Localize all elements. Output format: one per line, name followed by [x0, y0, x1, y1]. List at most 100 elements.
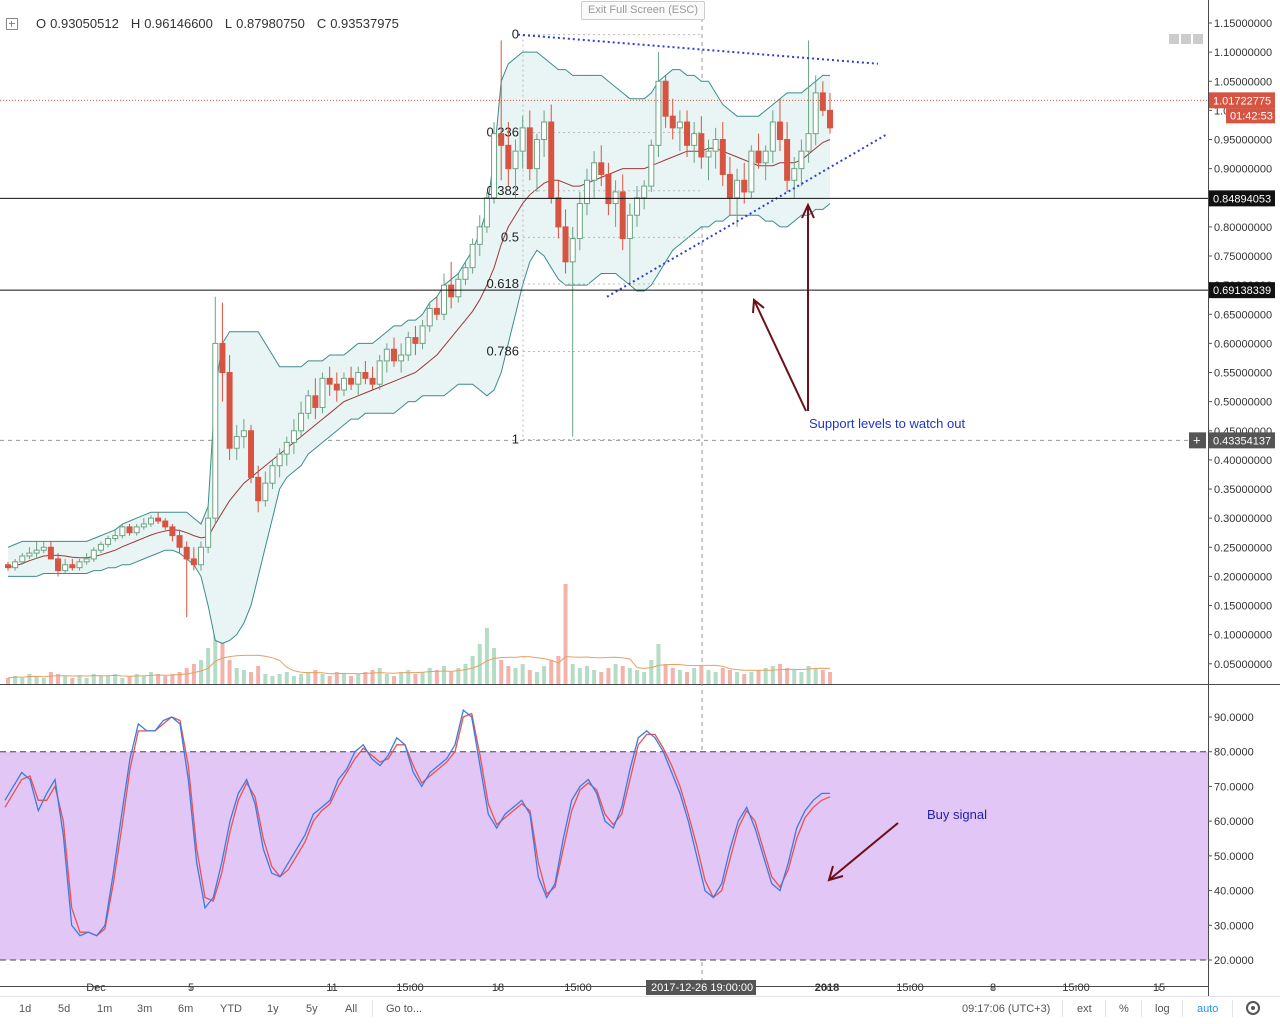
candle-body	[62, 564, 69, 572]
volume-bar	[77, 676, 82, 684]
stoch-d-line	[4, 712, 831, 937]
toolbar-divider	[372, 1000, 373, 1017]
time-tick-label: 5	[188, 982, 194, 994]
countdown-badge	[1226, 108, 1275, 124]
candle-body	[576, 203, 583, 240]
candle-body	[548, 121, 555, 199]
pane-up-icon[interactable]	[1169, 34, 1179, 44]
auto-toggle[interactable]: auto	[1197, 1003, 1219, 1015]
interval-3m-button[interactable]: 3m	[137, 1003, 153, 1015]
candle-body	[591, 162, 598, 181]
volume-bar	[477, 644, 482, 684]
stoch-k-line	[4, 708, 830, 937]
volume-bar	[806, 666, 811, 684]
crosshair-price-badge	[1209, 432, 1275, 449]
interval-1y-button[interactable]: 1y	[267, 1003, 279, 1015]
volume-bar	[113, 674, 118, 684]
candle-body	[83, 558, 90, 563]
candle-body	[669, 115, 676, 129]
toolbar-divider	[1141, 1000, 1142, 1017]
candle-body	[712, 139, 719, 152]
candle-body	[283, 441, 290, 455]
volume-bar	[606, 668, 611, 684]
bottom-toolbar: 1d 5d 1m 3m 6m YTD 1y 5y All Go to... 09…	[0, 996, 1280, 1021]
collapse-icon[interactable]	[6, 17, 18, 30]
candle-body	[798, 150, 805, 170]
volume-bar	[663, 664, 668, 684]
candle-body	[205, 517, 212, 548]
price-tick-label: 1.15000000	[1214, 18, 1272, 30]
volume-bar	[84, 678, 89, 684]
percent-toggle[interactable]: %	[1119, 1003, 1129, 1015]
candle-body	[619, 191, 626, 240]
candle-body	[369, 377, 376, 385]
chart-canvas[interactable]: 1.150000001.100000001.050000001.00000000…	[0, 0, 1280, 996]
log-toggle[interactable]: log	[1155, 1003, 1170, 1015]
goto-button[interactable]: Go to...	[386, 1003, 423, 1015]
volume-bar	[184, 668, 189, 684]
osc-tick-label: 50.0000	[1214, 851, 1254, 863]
volume-bar	[599, 672, 604, 684]
osc-tick-label: 80.0000	[1214, 747, 1254, 759]
interval-5y-button[interactable]: 5y	[306, 1003, 318, 1015]
volume-bar	[699, 666, 704, 684]
volume-bar	[384, 674, 389, 684]
candle-body	[333, 383, 340, 391]
volume-bar	[549, 660, 554, 684]
candle-body	[97, 543, 104, 551]
price-tick-label: 0.25000000	[1214, 542, 1272, 554]
pane-down-icon[interactable]	[1181, 34, 1191, 44]
volume-bar	[306, 672, 311, 684]
interval-5d-button[interactable]: 5d	[58, 1003, 71, 1015]
level-price-badge	[1209, 190, 1275, 207]
volume-bar	[234, 668, 239, 684]
volume-bar	[449, 672, 454, 684]
gear-icon[interactable]	[1246, 1001, 1260, 1015]
pane-controls	[1169, 34, 1203, 44]
candle-body	[583, 179, 590, 205]
candle-body	[326, 377, 333, 385]
volume-bar	[577, 668, 582, 684]
candle-body	[405, 337, 412, 356]
volume-bar	[706, 670, 711, 684]
volume-bar	[284, 672, 289, 684]
volume-bar	[484, 628, 489, 684]
candle-body	[483, 197, 490, 228]
volume-bar	[263, 674, 268, 684]
ext-toggle[interactable]: ext	[1077, 1003, 1092, 1015]
interval-1d-button[interactable]: 1d	[19, 1003, 32, 1015]
candle-body	[162, 520, 169, 528]
price-tick-label: 0.35000000	[1214, 484, 1272, 496]
candle-body	[319, 377, 326, 408]
volume-bar	[241, 670, 246, 684]
interval-1m-button[interactable]: 1m	[97, 1003, 113, 1015]
interval-6m-button[interactable]: 6m	[178, 1003, 194, 1015]
resistance-trendline	[517, 33, 879, 65]
volume-bar	[556, 656, 561, 684]
candle-body	[12, 561, 19, 569]
volume-bar	[820, 670, 825, 684]
volume-bar	[642, 672, 647, 684]
osc-tick-label: 40.0000	[1214, 886, 1254, 898]
candle-body	[734, 179, 741, 199]
high-value: 0.96146600	[144, 16, 213, 31]
interval-all-button[interactable]: All	[345, 1003, 358, 1015]
price-tick-label: 0.40000000	[1214, 455, 1272, 467]
stoch-band	[0, 751, 1208, 960]
price-axis-border	[1208, 0, 1209, 996]
candle-body	[469, 243, 476, 269]
pane-maximize-icon[interactable]	[1193, 34, 1203, 44]
ohlc-legend: O 0.93050512 H 0.96146600 L 0.87980750 C 0.9…	[6, 16, 399, 31]
volume-bar	[584, 666, 589, 684]
interval-ytd-button[interactable]: YTD	[220, 1003, 242, 1015]
crosshair-time-text: 2017-12-26 19:00:00	[651, 982, 753, 994]
volume-bar	[34, 676, 39, 684]
bollinger-lower-line	[8, 203, 831, 644]
volume-bar	[620, 666, 625, 684]
volume-bar	[220, 640, 225, 684]
candle-body	[827, 109, 833, 129]
candle-body	[40, 546, 47, 551]
volume-bar	[170, 674, 175, 684]
volume-bar	[713, 672, 718, 684]
exit-fullscreen-button[interactable]: Exit Full Screen (ESC)	[581, 1, 705, 20]
